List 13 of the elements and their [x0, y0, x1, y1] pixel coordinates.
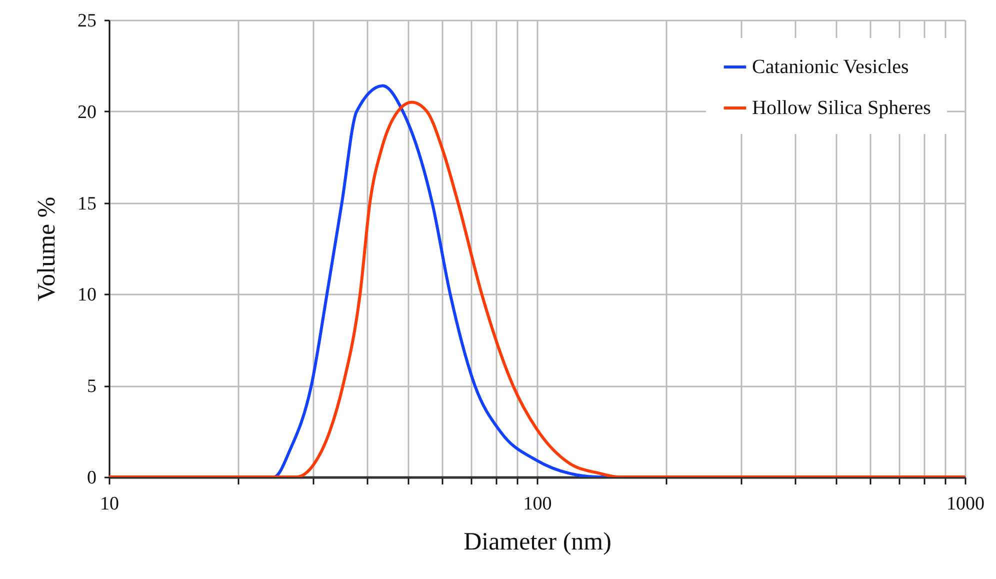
y-tick-label: 5 — [87, 376, 96, 398]
x-tick-label: 1000 — [946, 494, 984, 514]
y-tick-label: 0 — [87, 468, 96, 488]
legend-label: Catanionic Vesicles — [752, 56, 910, 78]
x-tick-label: 10 — [100, 494, 119, 514]
y-tick-label: 10 — [78, 284, 96, 306]
legend-label: Hollow Silica Spheres — [752, 97, 932, 119]
y-tick-label: 15 — [78, 193, 96, 214]
y-axis-title: Volume % — [34, 196, 60, 302]
x-axis-title: Diameter (nm) — [464, 528, 612, 556]
x-tick-label: 100 — [523, 494, 552, 514]
y-tick-label: 25 — [78, 10, 96, 32]
y-tick-label: 20 — [78, 102, 96, 123]
